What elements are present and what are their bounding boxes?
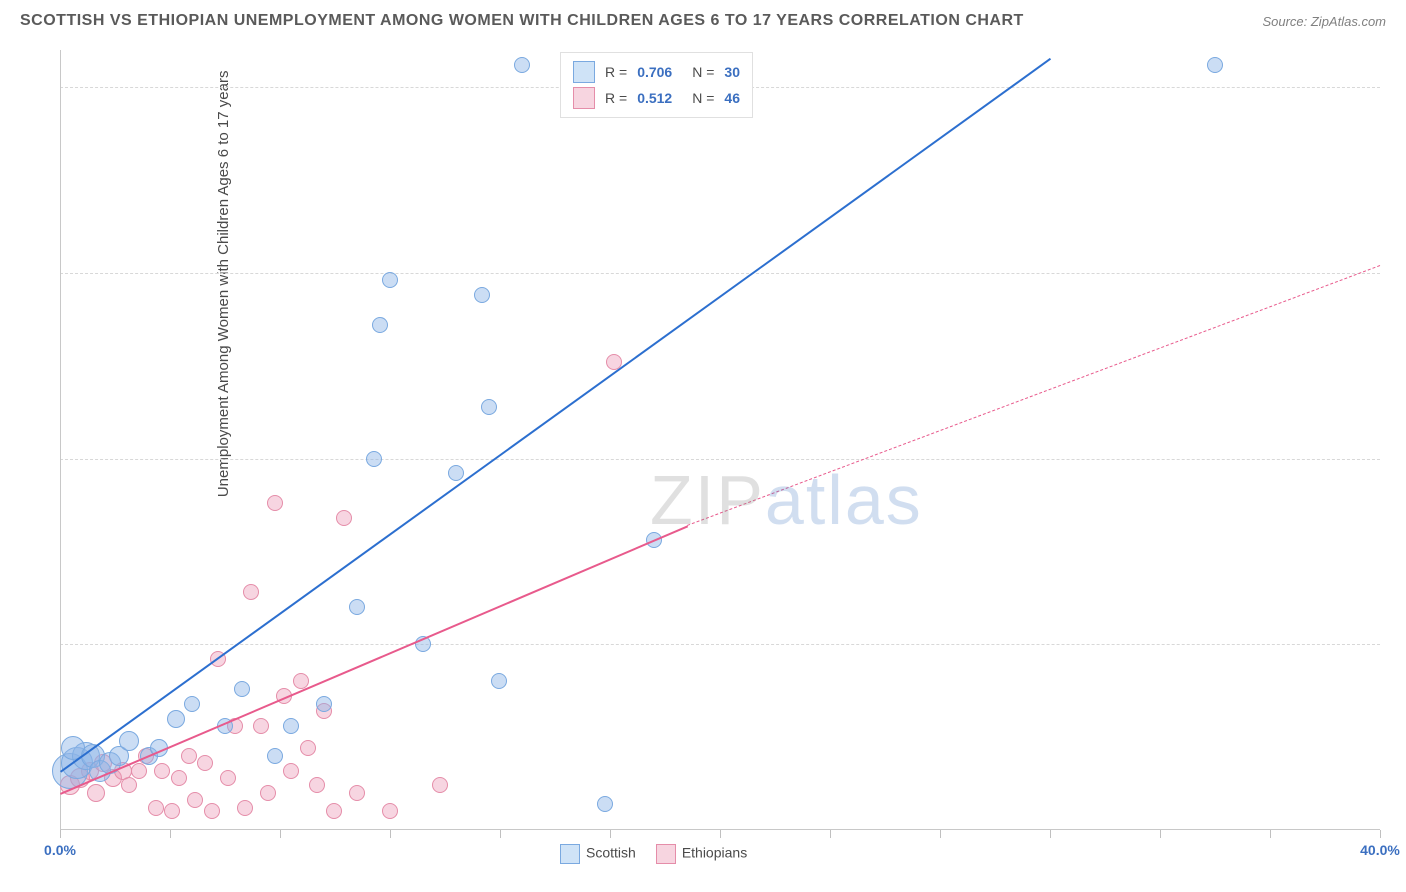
x-tick-label: 0.0%: [44, 842, 76, 858]
x-tick: [1050, 830, 1051, 838]
legend-label-ethiopians: Ethiopians: [682, 845, 747, 861]
scatter-point-scottish: [448, 465, 464, 481]
x-tick: [610, 830, 611, 838]
grid-line: [60, 459, 1380, 460]
legend-swatch-scottish: [573, 61, 595, 83]
scatter-point-scottish: [597, 796, 613, 812]
scatter-point-scottish: [481, 399, 497, 415]
scatter-point-scottish: [474, 287, 490, 303]
scatter-point-ethiopians: [349, 785, 365, 801]
x-tick: [170, 830, 171, 838]
x-tick: [500, 830, 501, 838]
trend-line: [60, 525, 688, 794]
trend-line: [60, 57, 1051, 772]
y-axis: [60, 50, 61, 830]
scatter-point-ethiopians: [260, 785, 276, 801]
scatter-point-ethiopians: [326, 803, 342, 819]
scatter-point-ethiopians: [309, 777, 325, 793]
scatter-point-ethiopians: [243, 584, 259, 600]
scatter-point-ethiopians: [187, 792, 203, 808]
x-tick: [280, 830, 281, 838]
scatter-point-ethiopians: [164, 803, 180, 819]
legend-n-label: N =: [692, 64, 714, 80]
scatter-point-ethiopians: [121, 777, 137, 793]
x-tick: [720, 830, 721, 838]
scatter-point-scottish: [184, 696, 200, 712]
scatter-point-ethiopians: [87, 784, 105, 802]
legend-swatch-ethiopians: [656, 844, 676, 864]
scatter-point-scottish: [1207, 57, 1223, 73]
trend-line: [687, 265, 1380, 526]
x-tick: [60, 830, 61, 838]
scatter-point-ethiopians: [283, 763, 299, 779]
scatter-point-scottish: [382, 272, 398, 288]
legend-r-value: 0.512: [637, 90, 672, 106]
x-tick: [1380, 830, 1381, 838]
source-attribution: Source: ZipAtlas.com: [1262, 14, 1386, 29]
x-tick: [390, 830, 391, 838]
legend-row-ethiopians: R = 0.512 N = 46: [573, 85, 740, 111]
scatter-point-ethiopians: [267, 495, 283, 511]
series-legend: Scottish Ethiopians: [560, 844, 747, 864]
legend-r-label: R =: [605, 90, 627, 106]
scatter-point-scottish: [491, 673, 507, 689]
scatter-point-scottish: [349, 599, 365, 615]
legend-n-value: 30: [724, 64, 740, 80]
legend-item-ethiopians: Ethiopians: [656, 844, 747, 864]
grid-line: [60, 644, 1380, 645]
legend-row-scottish: R = 0.706 N = 30: [573, 59, 740, 85]
scatter-point-scottish: [283, 718, 299, 734]
scatter-point-scottish: [372, 317, 388, 333]
legend-item-scottish: Scottish: [560, 844, 636, 864]
chart-title: SCOTTISH VS ETHIOPIAN UNEMPLOYMENT AMONG…: [20, 12, 1024, 30]
scatter-point-scottish: [234, 681, 250, 697]
legend-n-label: N =: [692, 90, 714, 106]
legend-swatch-ethiopians: [573, 87, 595, 109]
scatter-point-scottish: [119, 731, 139, 751]
legend-r-value: 0.706: [637, 64, 672, 80]
scatter-point-ethiopians: [204, 803, 220, 819]
scatter-point-ethiopians: [154, 763, 170, 779]
scatter-point-scottish: [167, 710, 185, 728]
legend-swatch-scottish: [560, 844, 580, 864]
scatter-point-scottish: [366, 451, 382, 467]
grid-line: [60, 273, 1380, 274]
correlation-legend: R = 0.706 N = 30 R = 0.512 N = 46: [560, 52, 753, 118]
scatter-point-ethiopians: [171, 770, 187, 786]
x-tick-label: 40.0%: [1360, 842, 1400, 858]
scatter-point-ethiopians: [237, 800, 253, 816]
x-tick: [830, 830, 831, 838]
scatter-point-ethiopians: [300, 740, 316, 756]
legend-label-scottish: Scottish: [586, 845, 636, 861]
x-tick: [1270, 830, 1271, 838]
x-tick: [1160, 830, 1161, 838]
chart-plot-area: 25.0%50.0%75.0%100.0%0.0%40.0%: [60, 50, 1380, 830]
legend-n-value: 46: [724, 90, 740, 106]
x-tick: [940, 830, 941, 838]
scatter-point-ethiopians: [336, 510, 352, 526]
scatter-point-scottish: [267, 748, 283, 764]
scatter-point-ethiopians: [220, 770, 236, 786]
scatter-point-ethiopians: [181, 748, 197, 764]
scatter-point-scottish: [316, 696, 332, 712]
scatter-point-ethiopians: [197, 755, 213, 771]
scatter-point-ethiopians: [382, 803, 398, 819]
legend-r-label: R =: [605, 64, 627, 80]
scatter-point-ethiopians: [253, 718, 269, 734]
scatter-point-scottish: [514, 57, 530, 73]
scatter-point-ethiopians: [131, 763, 147, 779]
scatter-point-ethiopians: [432, 777, 448, 793]
scatter-point-ethiopians: [148, 800, 164, 816]
